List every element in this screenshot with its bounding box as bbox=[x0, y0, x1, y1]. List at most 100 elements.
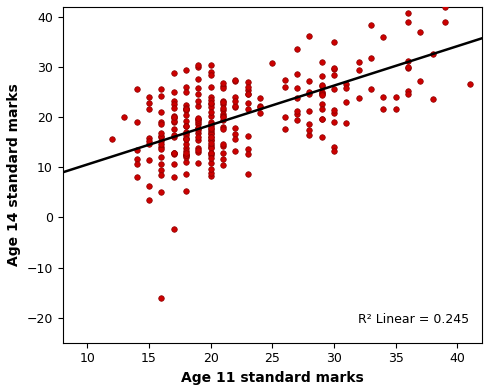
Point bbox=[194, 64, 202, 70]
Point bbox=[182, 107, 189, 113]
Point bbox=[206, 122, 214, 129]
Point bbox=[206, 62, 214, 69]
Point bbox=[206, 137, 214, 143]
Point bbox=[206, 125, 214, 132]
Point bbox=[169, 161, 177, 167]
Point bbox=[219, 114, 226, 120]
Point bbox=[428, 0, 436, 3]
Point bbox=[268, 60, 276, 66]
Point bbox=[206, 134, 214, 140]
Point bbox=[194, 103, 202, 109]
Point bbox=[194, 121, 202, 127]
Point bbox=[403, 65, 411, 72]
Point bbox=[169, 114, 177, 120]
Point bbox=[182, 106, 189, 113]
Point bbox=[206, 101, 214, 107]
Point bbox=[194, 62, 202, 68]
Point bbox=[157, 119, 165, 125]
Point bbox=[243, 84, 251, 90]
Point bbox=[194, 119, 202, 125]
Point bbox=[317, 82, 325, 88]
Point bbox=[403, 19, 411, 25]
Point bbox=[157, 93, 165, 100]
Point bbox=[219, 117, 226, 123]
Point bbox=[194, 125, 202, 131]
Point bbox=[292, 71, 300, 77]
Point bbox=[182, 102, 189, 108]
Point bbox=[206, 170, 214, 176]
Point bbox=[219, 162, 226, 168]
Point bbox=[169, 69, 177, 76]
Point bbox=[305, 108, 313, 114]
Point bbox=[182, 152, 189, 158]
Point bbox=[194, 127, 202, 134]
Point bbox=[206, 150, 214, 156]
Point bbox=[391, 94, 399, 100]
Point bbox=[329, 107, 337, 113]
Point bbox=[305, 132, 313, 138]
Point bbox=[157, 294, 165, 301]
Point bbox=[182, 150, 189, 156]
Point bbox=[317, 83, 325, 89]
Point bbox=[194, 137, 202, 143]
Point bbox=[157, 161, 165, 167]
Point bbox=[305, 33, 313, 39]
Point bbox=[231, 148, 239, 154]
Point bbox=[219, 80, 226, 86]
Point bbox=[182, 130, 189, 136]
Point bbox=[231, 98, 239, 104]
Point bbox=[145, 106, 153, 113]
Point bbox=[280, 83, 288, 90]
Point bbox=[243, 171, 251, 177]
Point bbox=[132, 160, 140, 167]
Point bbox=[231, 78, 239, 84]
Point bbox=[243, 100, 251, 106]
Point bbox=[182, 148, 189, 154]
Point bbox=[305, 89, 313, 96]
Point bbox=[145, 197, 153, 203]
Point bbox=[169, 150, 177, 156]
Point bbox=[317, 101, 325, 107]
Point bbox=[280, 114, 288, 120]
Point bbox=[428, 96, 436, 102]
Point bbox=[317, 89, 325, 95]
Point bbox=[145, 100, 153, 106]
Point bbox=[342, 99, 349, 105]
Point bbox=[194, 85, 202, 91]
Point bbox=[292, 111, 300, 117]
Point bbox=[219, 101, 226, 107]
Point bbox=[416, 29, 424, 35]
Point bbox=[169, 126, 177, 132]
Point bbox=[305, 91, 313, 97]
Point bbox=[157, 153, 165, 160]
Point bbox=[379, 105, 386, 112]
Point bbox=[157, 189, 165, 195]
Point bbox=[206, 130, 214, 136]
Point bbox=[379, 93, 386, 100]
Point bbox=[169, 117, 177, 123]
Point bbox=[292, 95, 300, 101]
Point bbox=[317, 59, 325, 65]
Point bbox=[206, 145, 214, 151]
Point bbox=[206, 104, 214, 110]
Point bbox=[428, 51, 436, 58]
Point bbox=[157, 109, 165, 115]
Point bbox=[243, 133, 251, 139]
Point bbox=[157, 86, 165, 93]
Point bbox=[329, 66, 337, 73]
Point bbox=[292, 117, 300, 123]
Point bbox=[169, 119, 177, 125]
Point bbox=[206, 150, 214, 156]
Point bbox=[206, 100, 214, 106]
Point bbox=[206, 142, 214, 149]
Point bbox=[403, 64, 411, 70]
Point bbox=[169, 97, 177, 103]
Point bbox=[305, 121, 313, 127]
Point bbox=[206, 131, 214, 137]
Point bbox=[206, 69, 214, 75]
Point bbox=[182, 136, 189, 142]
Point bbox=[366, 55, 374, 61]
Point bbox=[182, 151, 189, 158]
Point bbox=[292, 46, 300, 53]
Point bbox=[329, 148, 337, 154]
